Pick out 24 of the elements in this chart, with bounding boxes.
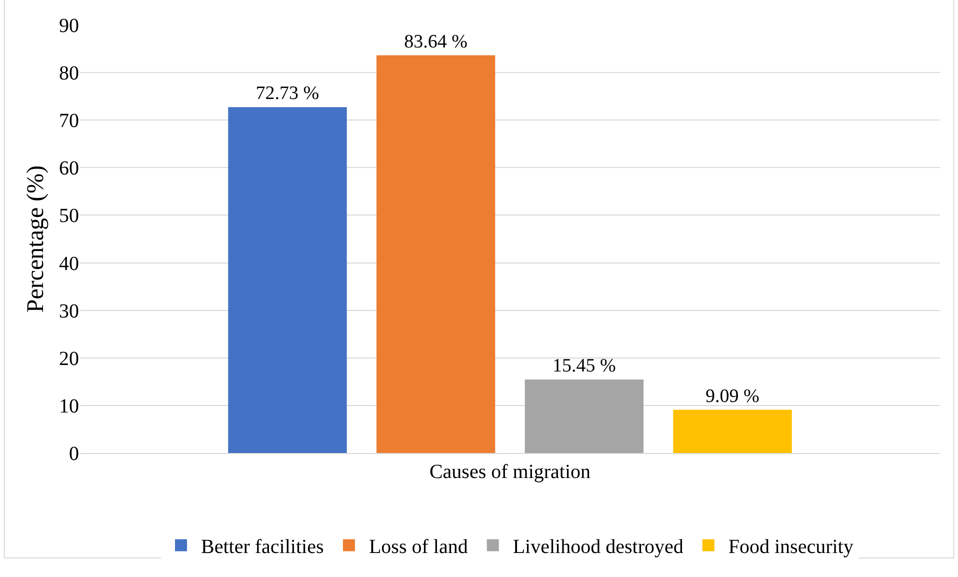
legend-label: Food insecurity (728, 536, 854, 558)
y-tick-label: 0 (69, 443, 79, 465)
y-axis-title: Percentage (%) (23, 165, 50, 313)
y-tick-label: 20 (59, 348, 79, 370)
bar (376, 55, 496, 453)
y-tick-label: 30 (59, 300, 79, 322)
data-label: 9.09 % (706, 386, 760, 407)
bar (673, 410, 792, 453)
y-tick-label: 40 (59, 252, 79, 275)
x-tick-label: Causes of migration (429, 461, 591, 483)
data-label: 83.64 % (404, 31, 468, 52)
legend-label: Livelihood destroyed (512, 536, 684, 558)
y-tick-label: 70 (59, 110, 79, 132)
y-tick-label: 50 (59, 205, 79, 228)
y-tick-label: 10 (59, 395, 79, 418)
data-label: 72.73 % (256, 83, 320, 104)
legend-label: Loss of land (368, 536, 468, 558)
legend-label: Better facilities (201, 536, 324, 558)
y-tick-label: 80 (59, 62, 79, 85)
data-label: 15.45 % (552, 356, 616, 377)
bar (524, 380, 644, 453)
bar (228, 107, 347, 453)
y-tick-label: 60 (59, 158, 79, 180)
y-tick-label: 90 (59, 15, 79, 37)
